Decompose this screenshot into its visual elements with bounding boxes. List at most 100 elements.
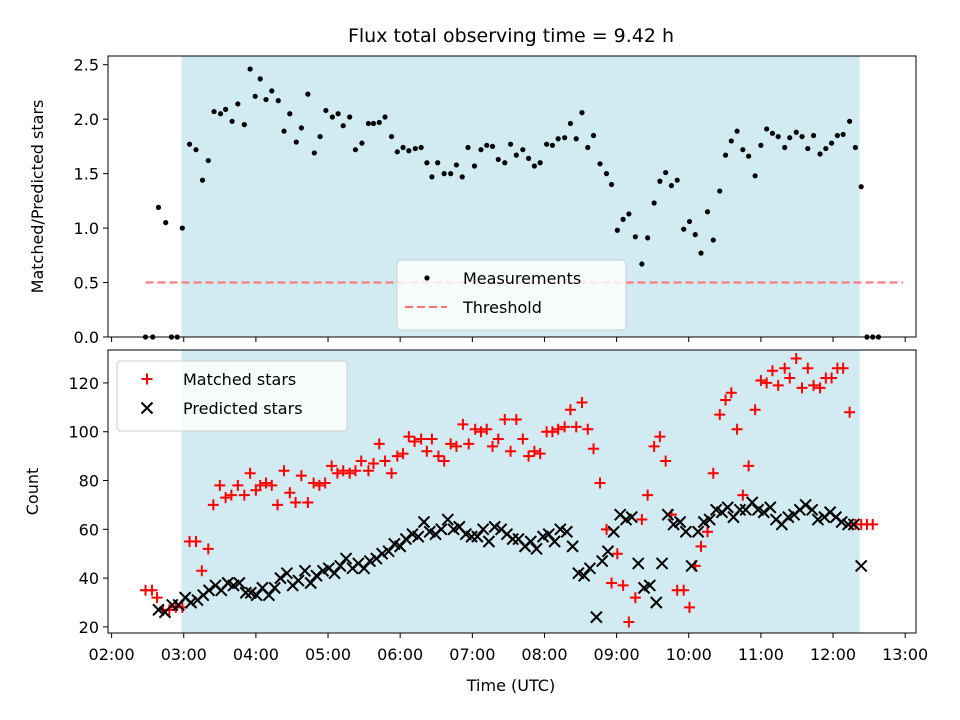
data-point <box>469 423 481 435</box>
data-point <box>250 588 263 602</box>
data-point <box>828 140 835 146</box>
data-point <box>847 518 861 531</box>
data-point <box>393 540 407 553</box>
data-point <box>457 418 469 430</box>
data-point <box>606 577 618 589</box>
data-point <box>769 130 776 136</box>
data-point <box>834 132 840 139</box>
data-point <box>239 586 253 599</box>
data-point <box>590 610 603 624</box>
ratio-frame <box>107 55 917 338</box>
data-point <box>734 128 740 134</box>
data-point <box>499 414 511 426</box>
data-point <box>703 513 716 526</box>
data-point <box>323 107 329 114</box>
data-point <box>710 237 716 243</box>
data-point <box>560 525 574 538</box>
data-point <box>238 489 250 501</box>
data-point <box>737 489 749 501</box>
data-point <box>802 362 814 374</box>
data-point <box>488 520 501 534</box>
data-point <box>441 513 455 526</box>
data-point <box>363 554 377 568</box>
data-point <box>626 211 632 217</box>
y-tick-label: 0.0 <box>74 328 99 347</box>
data-point <box>546 426 558 438</box>
data-point <box>585 144 591 151</box>
data-point <box>280 567 294 580</box>
ratio-panel: 0.0 0.5 1.0 1.5 2.0 2.5 Matched/Predicted star… <box>28 55 917 347</box>
data-point <box>717 188 723 194</box>
data-point <box>373 438 385 450</box>
data-point <box>268 581 281 595</box>
data-point <box>262 588 276 602</box>
data-point <box>720 394 732 406</box>
data-point <box>731 423 743 435</box>
data-point <box>847 118 853 124</box>
data-point <box>779 362 791 374</box>
data-point <box>340 123 346 129</box>
data-point <box>397 448 409 460</box>
data-point <box>681 226 687 232</box>
data-point <box>482 535 496 548</box>
data-point <box>764 501 777 514</box>
data-point <box>220 492 232 504</box>
count-panel: 20 40 60 80 100 120 02:00 03:00 04:00 05:00 06:00 0… <box>23 350 928 664</box>
y-tick-label: 120 <box>68 374 99 393</box>
data-point <box>782 144 788 151</box>
data-point <box>524 535 537 548</box>
data-point <box>347 114 353 120</box>
data-point <box>278 465 290 477</box>
data-point <box>544 141 550 147</box>
data-point <box>382 114 388 120</box>
data-point <box>432 450 444 462</box>
data-point <box>441 171 447 177</box>
data-point <box>607 525 620 538</box>
x-axis-label: Time (UTC) <box>466 676 555 695</box>
data-point <box>555 136 561 142</box>
data-point <box>435 523 448 536</box>
y-tick-label: 1.5 <box>74 165 99 184</box>
data-point <box>725 387 737 399</box>
data-point <box>823 145 829 152</box>
data-point <box>766 365 778 377</box>
data-point <box>841 518 855 531</box>
data-point <box>566 540 579 553</box>
y-tick-label: 80 <box>79 472 99 491</box>
data-point <box>344 467 356 479</box>
data-point <box>331 467 343 479</box>
data-point <box>355 455 367 467</box>
data-point <box>367 457 379 469</box>
data-point <box>478 147 484 153</box>
data-point <box>202 584 216 597</box>
data-point <box>388 133 395 140</box>
data-point <box>796 382 808 394</box>
data-point <box>310 569 323 582</box>
data-point <box>445 438 457 450</box>
data-point <box>728 138 734 144</box>
data-point <box>459 174 465 180</box>
data-point <box>334 559 347 573</box>
legend-box <box>396 259 627 331</box>
data-point <box>375 547 389 560</box>
ratio-y-axis-label: Matched/Predicted stars <box>28 100 47 294</box>
data-point <box>678 584 690 596</box>
data-point <box>335 111 341 117</box>
data-point <box>537 160 543 166</box>
data-point <box>400 144 406 151</box>
data-point <box>761 377 773 389</box>
data-point <box>421 445 433 457</box>
data-point <box>525 155 532 161</box>
data-point <box>702 526 714 538</box>
data-point <box>517 433 529 445</box>
data-point <box>481 423 493 435</box>
data-point <box>746 153 752 159</box>
data-point <box>186 141 193 147</box>
data-point <box>229 118 235 124</box>
data-point <box>146 584 158 596</box>
data-point <box>513 152 519 158</box>
data-point <box>492 433 504 445</box>
x-tick-label: 12:00 <box>810 645 856 664</box>
data-point <box>510 414 522 426</box>
data-point <box>272 499 284 511</box>
